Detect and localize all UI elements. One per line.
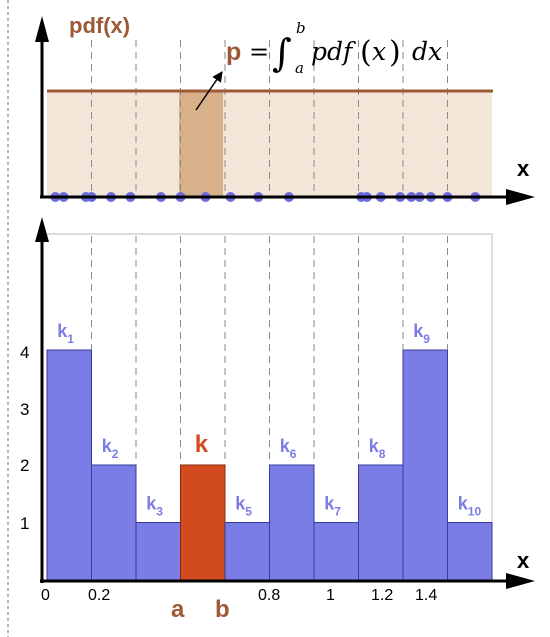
x-tick-labels: 0 0.2 0.8 1 1.2 1.4	[41, 587, 437, 604]
formula-upper-limit: b	[296, 19, 306, 37]
formula-integral-sign: ∫	[272, 31, 292, 75]
histogram-bar	[46, 349, 92, 581]
formula-arg-close: )	[389, 35, 401, 70]
bin-label: k3	[146, 494, 163, 519]
x-tick-label: 0.8	[258, 587, 280, 604]
highlight-bar	[180, 464, 226, 581]
top-y-axis-arrowhead	[35, 16, 49, 42]
formula-pointer-arrow	[195, 71, 223, 111]
bottom-panel: k1 k2 k3 k k5 k6 k7 k8 k9 k10 x 1 2 3 4 0 0.2 0.8…	[20, 217, 535, 623]
formula-equals: =	[249, 38, 269, 66]
x-tick-label: 0.2	[88, 587, 110, 604]
y-tick-label: 2	[20, 456, 29, 475]
formula-integrand: pdf	[311, 37, 356, 66]
pdf-area-fill	[47, 92, 492, 196]
formula-lower-limit: a	[295, 59, 304, 77]
bin-labels: k1 k2 k3 k k5 k6 k7 k8 k9 k10	[57, 321, 481, 519]
x-tick-label: 1	[326, 587, 335, 604]
bottom-x-axis-arrowhead	[506, 573, 535, 589]
top-y-label: pdf(x)	[69, 13, 130, 38]
bin-label: k7	[324, 494, 341, 519]
y-tick-label: 3	[20, 400, 29, 419]
bin-label: k5	[235, 494, 252, 519]
histogram-bar	[447, 522, 493, 581]
formula-dx: dx	[412, 37, 442, 66]
bin-label: k10	[458, 494, 482, 519]
x-tick-label: 0	[41, 587, 50, 604]
top-panel: pdf(x) x p = ∫ b a pdf ( x ) dx	[35, 13, 535, 205]
bottom-grid	[91, 236, 448, 465]
bin-label: k6	[280, 436, 297, 461]
histogram-bar	[224, 522, 270, 581]
histogram-bar	[402, 349, 448, 581]
y-tick-label: 4	[20, 343, 29, 362]
y-tick-label: 1	[20, 514, 29, 533]
pdf-highlight-area	[179, 92, 223, 196]
top-x-label: x	[517, 156, 530, 181]
x-tick-label: 1.4	[415, 587, 437, 604]
interval-start-label: a	[171, 596, 185, 623]
histogram-bar	[269, 464, 315, 581]
bin-label: k2	[102, 436, 119, 461]
bin-label: k	[195, 431, 209, 458]
y-tick-labels: 1 2 3 4	[20, 343, 29, 533]
x-tick-label: 1.2	[371, 587, 393, 604]
histogram-bar	[358, 464, 404, 581]
histogram-bar	[313, 522, 359, 581]
probability-formula: p = ∫ b a pdf ( x ) dx	[226, 19, 442, 77]
bottom-x-label: x	[517, 548, 530, 573]
histogram-bar	[135, 522, 181, 581]
bin-label: k9	[413, 321, 430, 346]
bin-label: k1	[57, 321, 74, 346]
formula-arg-open: (	[360, 35, 372, 70]
formula-arg: x	[372, 37, 386, 66]
bin-label: k8	[369, 436, 386, 461]
formula-lhs: p	[226, 38, 241, 66]
interval-end-label: b	[215, 596, 230, 623]
histogram-bar	[91, 464, 137, 581]
bottom-y-axis-arrowhead	[35, 217, 49, 242]
top-grid	[91, 40, 448, 196]
top-x-axis-arrowhead	[506, 189, 535, 205]
histogram	[46, 349, 493, 581]
